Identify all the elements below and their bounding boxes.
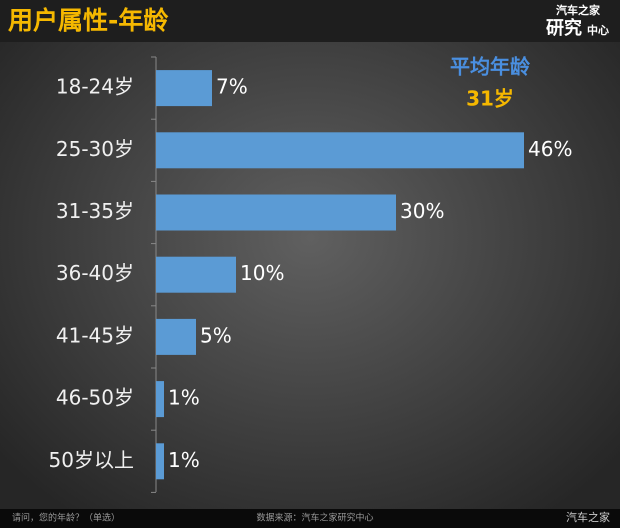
value-label: 5% [200, 323, 232, 347]
chart-title: 用户属性-年龄 [8, 6, 169, 35]
bar [156, 318, 196, 355]
bar [156, 194, 396, 231]
footer-bar [0, 509, 620, 528]
category-label: 46-50岁 [56, 386, 134, 410]
annotation-value: 31岁 [466, 87, 514, 111]
bar [156, 256, 236, 293]
watermark: 汽车之家 [566, 510, 610, 524]
logo-top: 汽车之家 [556, 3, 601, 17]
value-label: 1% [168, 386, 200, 410]
annotation-label: 平均年龄 [450, 55, 531, 79]
category-label: 41-45岁 [56, 323, 134, 347]
value-label: 7% [216, 75, 248, 99]
category-label: 25-30岁 [56, 137, 134, 161]
question: 请问，您的年龄？（单选） [12, 512, 120, 524]
source: 数据来源：汽车之家研究中心 [256, 512, 373, 524]
bar [156, 381, 164, 418]
bar [156, 132, 524, 169]
category-label: 50岁以上 [49, 448, 134, 472]
value-label: 10% [240, 261, 284, 285]
category-label: 36-40岁 [56, 261, 134, 285]
bar [156, 443, 164, 480]
logo-big: 研究 [546, 17, 582, 39]
bar [156, 70, 212, 107]
header-bar [0, 0, 620, 42]
category-label: 18-24岁 [56, 75, 134, 99]
value-label: 46% [528, 137, 572, 161]
category-label: 31-35岁 [56, 199, 134, 223]
value-label: 1% [168, 448, 200, 472]
logo-small: 中心 [587, 23, 609, 37]
value-label: 30% [400, 199, 444, 223]
